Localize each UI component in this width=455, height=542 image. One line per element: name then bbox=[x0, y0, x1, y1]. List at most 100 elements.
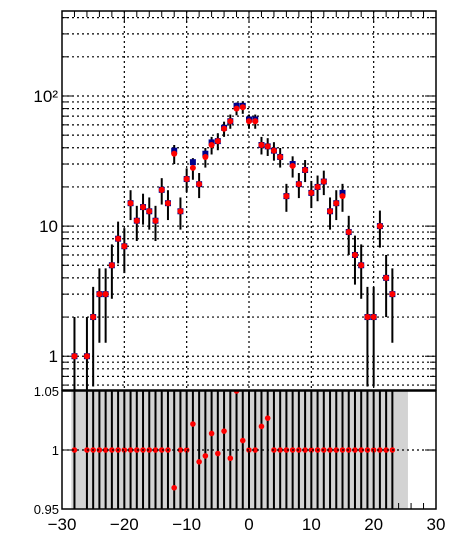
ratio-plot-panel: 0.95 1 1.05 −30 −20 −10 0 10 20 30 bbox=[34, 384, 446, 534]
ratio-data-point bbox=[177, 447, 184, 453]
red-data-point bbox=[233, 105, 240, 112]
x-tick-label: −10 bbox=[172, 515, 201, 534]
red-data-point bbox=[277, 153, 284, 160]
red-data-point bbox=[208, 142, 215, 149]
y-tick-label: 10² bbox=[33, 87, 58, 106]
ratio-data-point bbox=[377, 447, 383, 453]
ratio-data-point bbox=[258, 423, 265, 430]
red-data-point bbox=[133, 217, 140, 224]
ratio-data-point bbox=[383, 447, 389, 453]
red-data-point bbox=[320, 178, 327, 185]
ratio-data-point bbox=[134, 447, 140, 453]
ratio-data-point bbox=[221, 428, 227, 434]
ratio-data-point bbox=[158, 447, 165, 453]
red-data-point bbox=[252, 118, 259, 125]
ratio-plot-data bbox=[71, 391, 408, 509]
ratio-data-point bbox=[239, 437, 246, 444]
red-data-point bbox=[358, 262, 365, 269]
red-data-point bbox=[389, 291, 396, 298]
red-data-point bbox=[90, 314, 97, 321]
ratio-data-point bbox=[71, 447, 78, 453]
ratio-data-point bbox=[96, 447, 103, 453]
red-data-point bbox=[327, 208, 334, 215]
ratio-data-point bbox=[277, 447, 283, 453]
y-tick-label: 10 bbox=[39, 217, 58, 236]
red-data-point bbox=[158, 186, 165, 193]
ratio-data-point bbox=[152, 447, 159, 453]
red-data-point bbox=[314, 183, 321, 190]
ratio-data-point bbox=[202, 453, 209, 459]
red-data-point bbox=[227, 118, 234, 125]
red-data-point bbox=[196, 181, 203, 188]
red-data-point bbox=[183, 176, 190, 183]
x-tick-label: 0 bbox=[244, 515, 253, 534]
ratio-data-point bbox=[227, 455, 234, 462]
ratio-data-point bbox=[302, 447, 308, 453]
red-data-point bbox=[214, 138, 221, 145]
ratio-data-point bbox=[102, 447, 109, 453]
red-data-point bbox=[270, 147, 277, 154]
ratio-y-tick-label: 1 bbox=[52, 443, 59, 458]
red-data-point bbox=[177, 208, 184, 215]
red-data-point bbox=[146, 208, 153, 215]
ratio-data-point bbox=[109, 447, 115, 453]
red-data-point bbox=[96, 291, 103, 298]
red-data-point bbox=[152, 217, 159, 224]
ratio-data-point bbox=[190, 421, 196, 427]
red-data-point bbox=[221, 125, 228, 132]
y-tick-label: 1 bbox=[49, 347, 58, 366]
x-tick-label: 30 bbox=[427, 515, 446, 534]
red-data-point bbox=[108, 262, 115, 269]
main-plot-frame bbox=[61, 10, 437, 391]
ratio-data-point bbox=[121, 447, 128, 453]
red-data-point bbox=[370, 314, 377, 321]
ratio-y-tick-label: 0.95 bbox=[34, 502, 59, 517]
red-data-point bbox=[71, 353, 78, 360]
red-data-point bbox=[171, 150, 178, 157]
red-data-point bbox=[164, 200, 171, 207]
ratio-data-point bbox=[208, 430, 215, 437]
ratio-data-point bbox=[264, 415, 271, 421]
main-plot-data bbox=[71, 101, 396, 390]
red-data-point bbox=[289, 162, 296, 169]
red-data-point bbox=[383, 274, 390, 281]
ratio-data-point bbox=[183, 447, 190, 453]
blue-data-point bbox=[339, 189, 346, 196]
red-data-point bbox=[83, 353, 90, 360]
red-data-point bbox=[339, 193, 346, 200]
x-tick-label: 20 bbox=[364, 515, 383, 534]
red-data-point bbox=[258, 142, 265, 149]
red-data-point bbox=[246, 118, 252, 125]
red-data-point bbox=[239, 104, 246, 111]
red-data-point bbox=[345, 229, 352, 236]
x-tick-label: −20 bbox=[110, 515, 139, 534]
ratio-data-point bbox=[352, 447, 358, 453]
red-data-point bbox=[202, 153, 209, 160]
blue-data-point bbox=[171, 147, 178, 154]
red-data-point bbox=[376, 223, 383, 230]
red-data-point bbox=[308, 189, 315, 196]
ratio-plot-frame bbox=[61, 390, 437, 510]
ratio-data-point bbox=[333, 447, 340, 453]
x-tick-label: −30 bbox=[48, 515, 77, 534]
red-data-point bbox=[140, 204, 147, 211]
ratio-data-point bbox=[84, 447, 90, 453]
ratio-data-point bbox=[171, 484, 177, 491]
red-data-point bbox=[115, 235, 122, 242]
ratio-data-point bbox=[196, 459, 202, 465]
ratio-data-point bbox=[252, 447, 259, 453]
blue-data-point bbox=[189, 159, 196, 166]
red-data-point bbox=[121, 243, 128, 250]
ratio-data-point bbox=[358, 447, 365, 453]
red-data-point bbox=[351, 251, 358, 258]
red-data-point bbox=[189, 164, 196, 171]
ratio-data-point bbox=[146, 447, 153, 453]
ratio-y-tick-label: 1.05 bbox=[34, 384, 59, 399]
red-data-point bbox=[283, 193, 290, 200]
ratio-data-point bbox=[283, 447, 290, 453]
ratio-plot-grid bbox=[62, 391, 436, 509]
red-data-point bbox=[102, 291, 109, 298]
ratio-data-point bbox=[327, 447, 333, 453]
